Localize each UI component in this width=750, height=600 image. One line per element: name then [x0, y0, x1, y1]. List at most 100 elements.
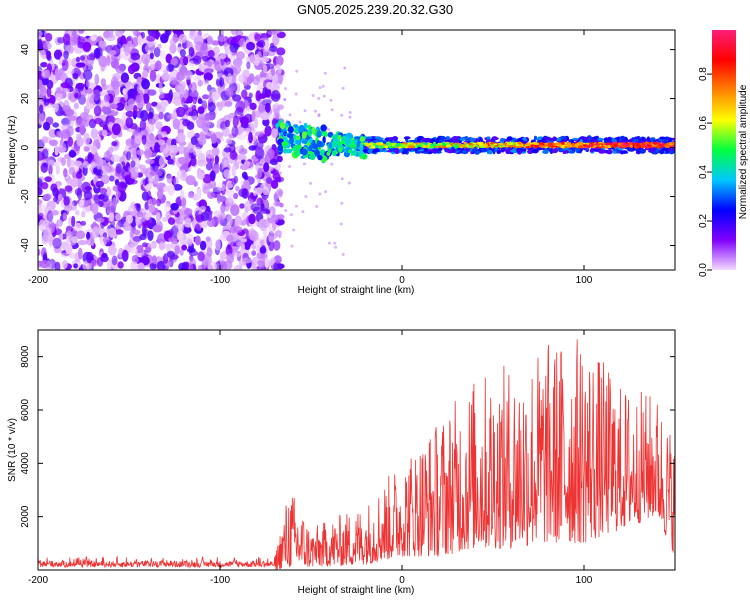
- spectrogram-cell: [490, 142, 495, 145]
- spectrogram-cell: [496, 150, 501, 155]
- spectrogram-cell: [220, 203, 226, 214]
- spectrogram-cell: [233, 226, 243, 233]
- spectrogram-cell: [181, 68, 189, 77]
- spectrogram-cell: [301, 131, 307, 139]
- spectrogram-cell: [65, 243, 73, 255]
- spectrogram-cell: [136, 149, 145, 156]
- snr-panel: -200 -100 0 100 2000 4000 6000 8000 Height of s…: [7, 329, 676, 596]
- spectrogram-cell: [232, 115, 239, 128]
- spectrogram-cell: [41, 136, 49, 144]
- spectrogram-cell: [443, 144, 447, 147]
- spectrogram-cell: [210, 133, 217, 144]
- spectrogram-cell: [107, 147, 114, 153]
- spectrogram-cell: [172, 184, 183, 191]
- spectrogram-cell: [115, 30, 124, 38]
- spectrogram-cell: [317, 154, 323, 161]
- spectrogram-cell: [219, 77, 225, 87]
- spectrogram-cell: [147, 242, 158, 248]
- spectrogram-cell: [197, 251, 205, 262]
- spectrogram-cell: [134, 133, 142, 145]
- spectrogram-cell: [232, 94, 242, 102]
- spectrogram-x-tick-label: 100: [576, 275, 593, 286]
- spectrogram-cell: [60, 82, 71, 89]
- spectrogram-cell: [283, 98, 287, 102]
- spectrogram-cell: [181, 197, 187, 208]
- spectrogram-cell: [652, 144, 655, 146]
- snr-x-tick-label: -200: [28, 575, 48, 586]
- spectrogram-cell: [664, 146, 669, 152]
- spectrogram-cell: [449, 138, 456, 142]
- spectrogram-cell: [499, 142, 504, 145]
- chart-title: GN05.2025.239.20.32.G30: [297, 2, 453, 17]
- spectrogram-cell: [172, 91, 182, 100]
- spectrogram-cell: [156, 101, 162, 113]
- spectrogram-cell: [327, 241, 331, 245]
- spectrogram-cell: [356, 141, 360, 148]
- spectrogram-cell: [460, 137, 465, 142]
- spectrogram-cell: [318, 86, 322, 90]
- spectrogram-cell: [425, 137, 432, 144]
- spectrogram-cell: [63, 196, 70, 207]
- spectrogram-cell: [53, 49, 63, 60]
- spectrogram-cell: [321, 84, 325, 88]
- spectrogram-cell: [173, 177, 179, 186]
- spectrogram-y-tick-label: 40: [20, 44, 31, 56]
- spectrogram-cell: [101, 106, 108, 113]
- spectrogram-cell: [175, 217, 184, 225]
- spectrogram-cell: [344, 137, 352, 145]
- spectrogram-cell: [149, 262, 157, 270]
- spectrogram-cell: [186, 247, 196, 253]
- spectrogram-cell: [242, 257, 252, 264]
- spectrogram-cell: [453, 145, 459, 149]
- spectrogram-cell: [547, 144, 554, 148]
- spectrogram-cell: [93, 47, 101, 59]
- spectrogram-cell: [556, 143, 562, 147]
- spectrogram-cell: [38, 187, 43, 196]
- spectrogram-cell: [275, 114, 280, 120]
- spectrogram-cell: [298, 124, 305, 133]
- spectrogram-cell: [278, 81, 282, 85]
- spectrogram-cell: [142, 179, 148, 186]
- spectrogram-cell: [429, 145, 434, 149]
- spectrogram-cell: [210, 91, 220, 101]
- spectrogram-cell: [515, 147, 521, 153]
- spectrogram-cell: [227, 196, 233, 204]
- spectrogram-cell: [205, 149, 215, 159]
- spectrogram-cell: [464, 135, 469, 142]
- spectrogram-cell: [646, 144, 653, 147]
- spectrogram-cell: [168, 89, 173, 101]
- spectrogram-cell: [43, 99, 50, 106]
- spectrogram-cell: [324, 190, 328, 194]
- spectrogram-cell: [202, 173, 212, 184]
- colorbar-tick-label: 0.6: [698, 116, 709, 130]
- spectrogram-cell: [639, 143, 643, 146]
- spectrogram-cell: [249, 230, 259, 242]
- spectrogram-y-axis-label: Frequency (Hz): [7, 116, 18, 185]
- spectrogram-cell: [285, 148, 293, 154]
- spectrogram-cell: [275, 64, 281, 70]
- spectrogram-cell: [294, 92, 298, 96]
- spectrogram-cell: [500, 148, 505, 153]
- spectrogram-cell: [410, 144, 415, 147]
- spectrogram-cell: [492, 137, 499, 141]
- spectrogram-cell: [148, 118, 157, 125]
- spectrogram-cell: [364, 140, 368, 144]
- spectrogram-cell: [463, 141, 467, 145]
- spectrogram-cell: [254, 147, 265, 160]
- spectrogram-cell: [260, 183, 266, 190]
- spectrogram-cell: [382, 149, 388, 153]
- spectrogram-cell: [330, 108, 334, 112]
- spectrogram-cell: [235, 264, 240, 270]
- spectrogram-cell: [226, 253, 235, 264]
- spectrogram-cell: [171, 57, 178, 66]
- spectrogram-cell: [471, 148, 479, 153]
- spectrogram-cell: [99, 187, 107, 195]
- spectrogram-cell: [454, 142, 457, 146]
- spectrogram-cell: [75, 56, 81, 63]
- spectrogram-cell: [132, 36, 139, 47]
- spectrogram-cell: [251, 110, 256, 122]
- spectrogram-cell: [125, 110, 135, 118]
- spectrogram-cell: [38, 39, 43, 51]
- spectrogram-cell: [531, 148, 539, 154]
